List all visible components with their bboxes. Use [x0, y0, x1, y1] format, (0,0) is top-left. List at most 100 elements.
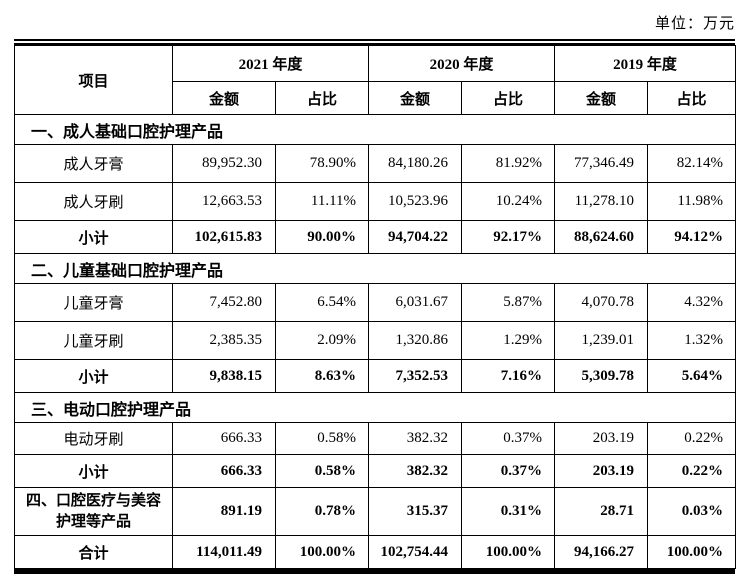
row-label: 儿童牙膏 [14, 283, 173, 322]
ratio-cell: 6.54% [274, 283, 370, 322]
row-label: 小计 [14, 454, 173, 488]
header-ratio-2020: 占比 [461, 81, 556, 115]
ratio-cell: 90.00% [274, 220, 370, 254]
amount-cell: 9,838.15 [172, 359, 276, 393]
ratio-cell: 11.98% [647, 182, 737, 221]
ratio-cell: 1.29% [461, 321, 556, 360]
amount-cell: 203.19 [554, 422, 649, 455]
ratio-cell: 0.31% [461, 487, 556, 536]
unit-label: 单位：万元 [654, 16, 735, 32]
ratio-cell: 100.00% [274, 535, 370, 569]
amount-cell: 666.33 [172, 454, 276, 488]
ratio-cell: 4.32% [647, 283, 737, 322]
amount-cell: 6,031.67 [368, 283, 463, 322]
ratio-cell: 0.37% [461, 422, 556, 455]
ratio-cell: 100.00% [647, 535, 737, 569]
amount-cell: 5,309.78 [554, 359, 649, 393]
ratio-cell: 92.17% [461, 220, 556, 254]
header-amount-2021: 金额 [172, 81, 276, 115]
amount-cell: 666.33 [172, 422, 276, 455]
amount-cell: 4,070.78 [554, 283, 649, 322]
ratio-cell: 0.22% [647, 422, 737, 455]
section-row-children: 二、儿童基础口腔护理产品 [13, 253, 737, 284]
section-row-adult: 一、成人基础口腔护理产品 [13, 114, 737, 145]
amount-cell: 382.32 [368, 454, 463, 488]
amount-cell: 94,166.27 [554, 535, 649, 569]
header-ratio-2019: 占比 [647, 81, 737, 115]
header-year-2019: 2019 年度 [554, 45, 737, 82]
ratio-cell: 0.03% [647, 487, 737, 536]
ratio-cell: 10.24% [461, 182, 556, 221]
row-label: 小计 [14, 220, 173, 254]
amount-cell: 7,452.80 [172, 283, 276, 322]
ratio-cell: 2.09% [274, 321, 370, 360]
amount-cell: 315.37 [368, 487, 463, 536]
amount-cell: 382.32 [368, 422, 463, 455]
ratio-cell: 0.22% [647, 454, 737, 488]
revenue-breakdown-table: 项目 2021 年度 2020 年度 2019 年度 金额 占比 金额 占比 金… [13, 45, 737, 569]
ratio-cell: 82.14% [647, 144, 737, 183]
amount-cell: 2,385.35 [172, 321, 276, 360]
table-row-grand-total: 合计 114,011.49 100.00% 102,754.44 100.00%… [14, 535, 737, 569]
ratio-cell: 11.11% [274, 182, 370, 221]
amount-cell: 1,239.01 [554, 321, 649, 360]
amount-cell: 12,663.53 [172, 182, 276, 221]
table-row-adult-toothbrush: 成人牙刷 12,663.53 11.11% 10,523.96 10.24% 1… [14, 182, 737, 221]
row-label: 四、口腔医疗与美容护理等产品 [14, 487, 173, 536]
financial-table-wrap: 项目 2021 年度 2020 年度 2019 年度 金额 占比 金额 占比 金… [13, 39, 737, 574]
table-row-electric-toothbrush: 电动牙刷 666.33 0.58% 382.32 0.37% 203.19 0.… [14, 422, 737, 455]
row-label: 小计 [14, 359, 173, 393]
ratio-cell: 0.78% [274, 487, 370, 536]
ratio-cell: 7.16% [461, 359, 556, 393]
header-ratio-2021: 占比 [274, 81, 370, 115]
ratio-cell: 100.00% [461, 535, 556, 569]
amount-cell: 11,278.10 [554, 182, 649, 221]
section-label: 一、成人基础口腔护理产品 [13, 114, 737, 145]
ratio-cell: 5.87% [461, 283, 556, 322]
table-row-electric-subtotal: 小计 666.33 0.58% 382.32 0.37% 203.19 0.22… [14, 454, 737, 488]
amount-cell: 203.19 [554, 454, 649, 488]
table-row-children-toothpaste: 儿童牙膏 7,452.80 6.54% 6,031.67 5.87% 4,070… [14, 283, 737, 322]
amount-cell: 89,952.30 [172, 144, 276, 183]
amount-cell: 891.19 [172, 487, 276, 536]
row-label: 成人牙膏 [14, 144, 173, 183]
amount-cell: 94,704.22 [368, 220, 463, 254]
ratio-cell: 94.12% [647, 220, 737, 254]
header-year-2021: 2021 年度 [171, 45, 370, 82]
row-label: 儿童牙刷 [14, 321, 173, 360]
ratio-cell: 0.58% [274, 422, 370, 455]
amount-cell: 84,180.26 [368, 144, 463, 183]
amount-cell: 1,320.86 [368, 321, 463, 360]
row-label: 成人牙刷 [14, 182, 173, 221]
row-label: 合计 [14, 535, 173, 569]
row-label: 电动牙刷 [14, 422, 173, 455]
amount-cell: 102,754.44 [368, 535, 463, 569]
table-row-medical-beauty: 四、口腔医疗与美容护理等产品 891.19 0.78% 315.37 0.31%… [14, 487, 737, 536]
amount-cell: 102,615.83 [172, 220, 276, 254]
header-year-2020: 2020 年度 [368, 45, 556, 82]
ratio-cell: 78.90% [274, 144, 370, 183]
header-row-years: 项目 2021 年度 2020 年度 2019 年度 [14, 45, 737, 115]
section-label: 二、儿童基础口腔护理产品 [13, 253, 737, 284]
table-row-adult-toothpaste: 成人牙膏 89,952.30 78.90% 84,180.26 81.92% 7… [14, 144, 737, 183]
header-amount-2019: 金额 [554, 81, 649, 115]
table-row-children-toothbrush: 儿童牙刷 2,385.35 2.09% 1,320.86 1.29% 1,239… [14, 321, 737, 360]
amount-cell: 77,346.49 [554, 144, 649, 183]
ratio-cell: 1.32% [647, 321, 737, 360]
header-item: 项目 [14, 45, 173, 115]
section-label: 三、电动口腔护理产品 [13, 392, 737, 423]
ratio-cell: 8.63% [274, 359, 370, 393]
amount-cell: 114,011.49 [172, 535, 276, 569]
table-row-children-subtotal: 小计 9,838.15 8.63% 7,352.53 7.16% 5,309.7… [14, 359, 737, 393]
amount-cell: 28.71 [554, 487, 649, 536]
section-row-electric: 三、电动口腔护理产品 [13, 392, 737, 423]
header-row-sub: 金额 占比 金额 占比 金额 占比 [15, 81, 737, 115]
amount-cell: 88,624.60 [554, 220, 649, 254]
ratio-cell: 0.37% [461, 454, 556, 488]
table-row-adult-subtotal: 小计 102,615.83 90.00% 94,704.22 92.17% 88… [14, 220, 737, 254]
ratio-cell: 0.58% [274, 454, 370, 488]
amount-cell: 7,352.53 [368, 359, 463, 393]
amount-cell: 10,523.96 [368, 182, 463, 221]
ratio-cell: 5.64% [647, 359, 737, 393]
